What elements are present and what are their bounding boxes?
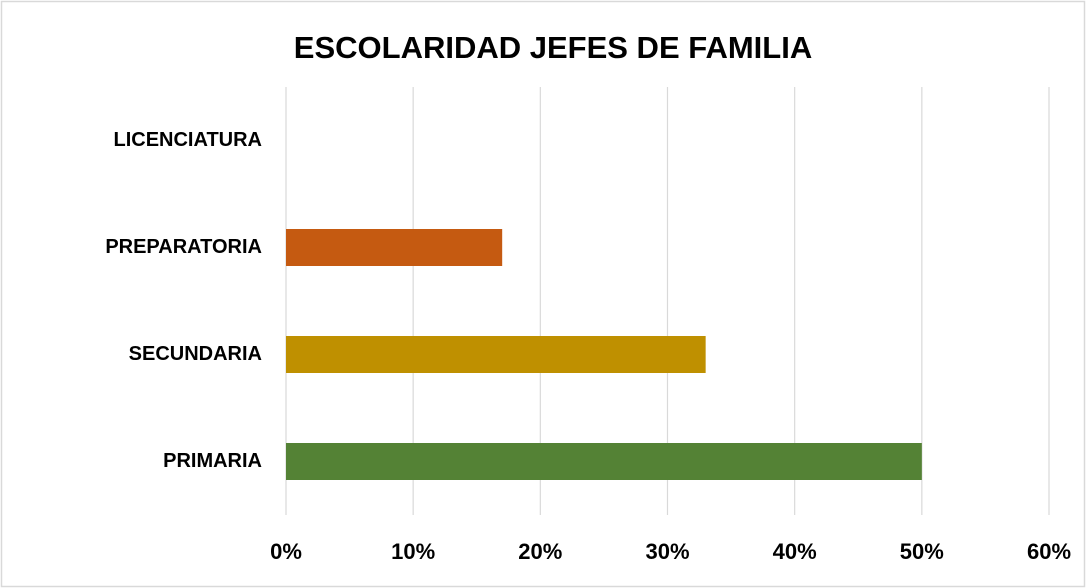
bar <box>286 443 922 480</box>
x-tick-label: 10% <box>391 539 435 564</box>
x-tick-label: 50% <box>900 539 944 564</box>
x-tick-label: 30% <box>645 539 689 564</box>
x-tick-label: 60% <box>1027 539 1071 564</box>
y-tick-label: LICENCIATURA <box>113 129 262 151</box>
y-tick-label: PREPARATORIA <box>105 236 262 258</box>
y-tick-label: PRIMARIA <box>163 450 262 472</box>
x-tick-label: 0% <box>270 539 302 564</box>
chart-title: ESCOLARIDAD JEFES DE FAMILIA <box>294 30 812 65</box>
bar <box>286 229 503 266</box>
bar <box>286 336 706 373</box>
y-tick-label: SECUNDARIA <box>129 343 262 365</box>
x-tick-label: 20% <box>518 539 562 564</box>
x-tick-label: 40% <box>773 539 817 564</box>
